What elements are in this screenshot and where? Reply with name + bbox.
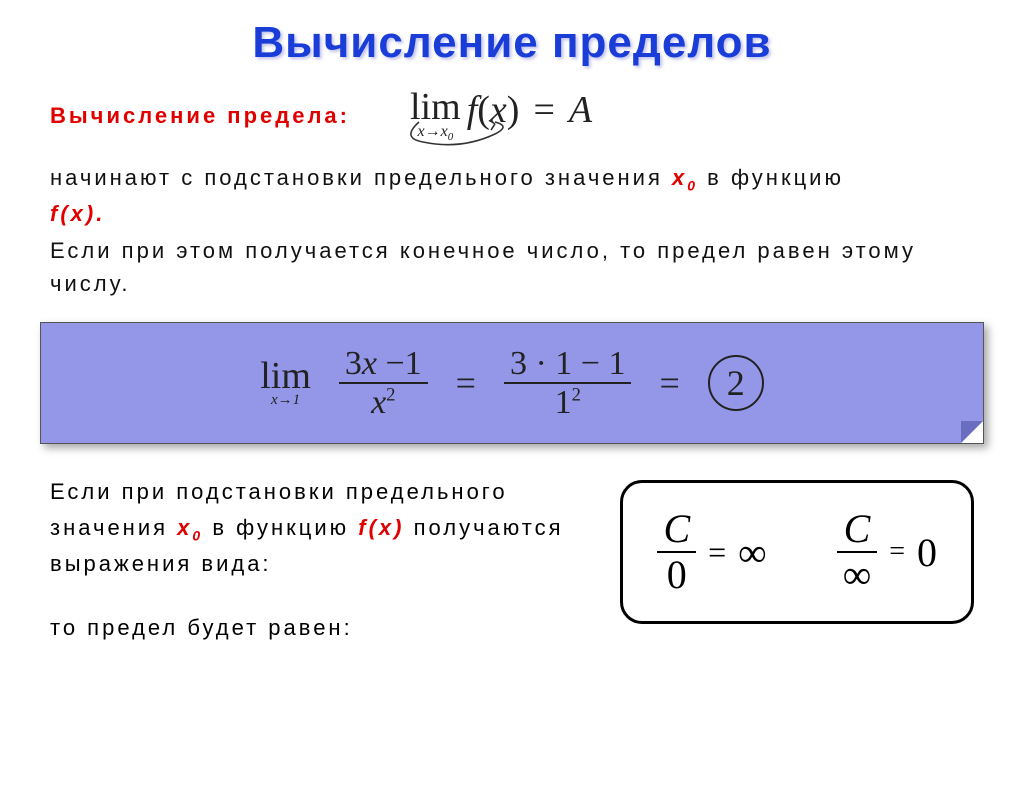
substitution-arrow-icon <box>399 120 519 154</box>
p1-part-b: в функцию <box>698 165 844 190</box>
eq-sign: = <box>533 88 554 132</box>
example-equation: lim x→1 3x −1 x2 = 3 · 1 − 1 12 = 2 <box>81 345 943 422</box>
result-c-over-inf: C∞ = 0 <box>837 507 937 597</box>
page-title: Вычисление пределов <box>0 18 1024 68</box>
paragraph-2: Если при этом получается конечное число,… <box>50 234 974 300</box>
p1-part-a: начинают с подстановки предельного значе… <box>50 165 672 190</box>
paragraph-1: начинают с подстановки предельного значе… <box>0 161 1024 299</box>
p1-fx: f(x). <box>50 201 105 226</box>
ex-eq2: = <box>659 362 679 404</box>
p3-fx: f(x) <box>358 515 404 540</box>
p3-b: в функцию <box>203 515 358 540</box>
p3-x0: x0 <box>177 515 203 540</box>
main-limit-equation: lim x→x0 f(x) = A <box>410 88 592 143</box>
definition-row: Вычисление предела: lim x→x0 f(x) = A <box>0 88 1024 143</box>
result-A: A <box>569 88 592 132</box>
ex-frac2: 3 · 1 − 1 12 <box>504 345 632 422</box>
paragraph-3: Если при подстановки предельного значени… <box>50 474 580 644</box>
ex-result-circled: 2 <box>708 355 764 411</box>
result-box: C0 = ∞ C∞ = 0 <box>620 480 974 624</box>
p1-x0: x0 <box>672 165 698 190</box>
ex-eq1: = <box>456 362 476 404</box>
result-c-over-0: C0 = ∞ <box>657 507 766 597</box>
lower-section: Если при подстановки предельного значени… <box>0 474 1024 644</box>
paragraph-4: то предел будет равен: <box>50 610 580 645</box>
ex-frac1: 3x −1 x2 <box>339 345 428 422</box>
example-box: lim x→1 3x −1 x2 = 3 · 1 − 1 12 = 2 <box>40 322 984 445</box>
ex-lim: lim <box>260 355 311 397</box>
section-label: Вычисление предела: <box>50 103 350 129</box>
